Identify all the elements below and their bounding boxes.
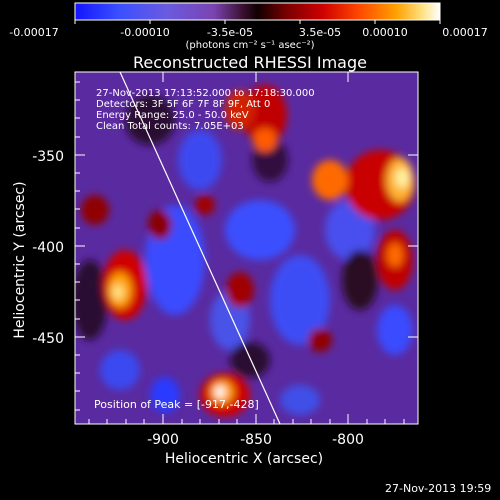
colorbar-tick-label: -0.00010 <box>120 26 170 39</box>
y-tick-label: -450 <box>32 331 64 347</box>
info-time-range: 27-Nov-2013 17:13:52.000 to 17:18:30.000 <box>96 88 315 99</box>
colorbar-tick-label: -3.5e-05 <box>206 26 254 39</box>
info-energy-range: Energy Range: 25.0 - 50.0 keV <box>96 110 249 121</box>
colorbar-units: (photons cm⁻² s⁻¹ asec⁻²) <box>185 40 315 51</box>
colorbar-tick-label: 3.5e-05 <box>298 26 342 39</box>
y-tick-label: -400 <box>32 240 64 256</box>
y-axis-label: Heliocentric Y (arcsec) <box>12 181 28 339</box>
info-clean-counts: Clean Total counts: 7.05E+03 <box>96 121 244 132</box>
x-tick-label: -850 <box>240 432 272 448</box>
info-detectors: Detectors: 3F 5F 6F 7F 8F 9F, Att 0 <box>96 99 271 110</box>
y-tick-label: -350 <box>32 149 64 165</box>
x-axis-label: Heliocentric X (arcsec) <box>164 451 324 467</box>
colorbar-tick-label: -0.00017 <box>9 26 59 39</box>
colorbar <box>74 2 441 24</box>
image-title: Reconstructed RHESSI Image <box>133 53 367 72</box>
timestamp: 27-Nov-2013 19:59 <box>385 482 492 495</box>
peak-position: Position of Peak = [-917,-428] <box>94 398 259 411</box>
colorbar-tick-label: 0.00017 <box>442 26 488 39</box>
x-tick-label: -900 <box>147 432 179 448</box>
colorbar-tick-label: 0.00010 <box>362 26 408 39</box>
x-tick-label: -800 <box>332 432 364 448</box>
